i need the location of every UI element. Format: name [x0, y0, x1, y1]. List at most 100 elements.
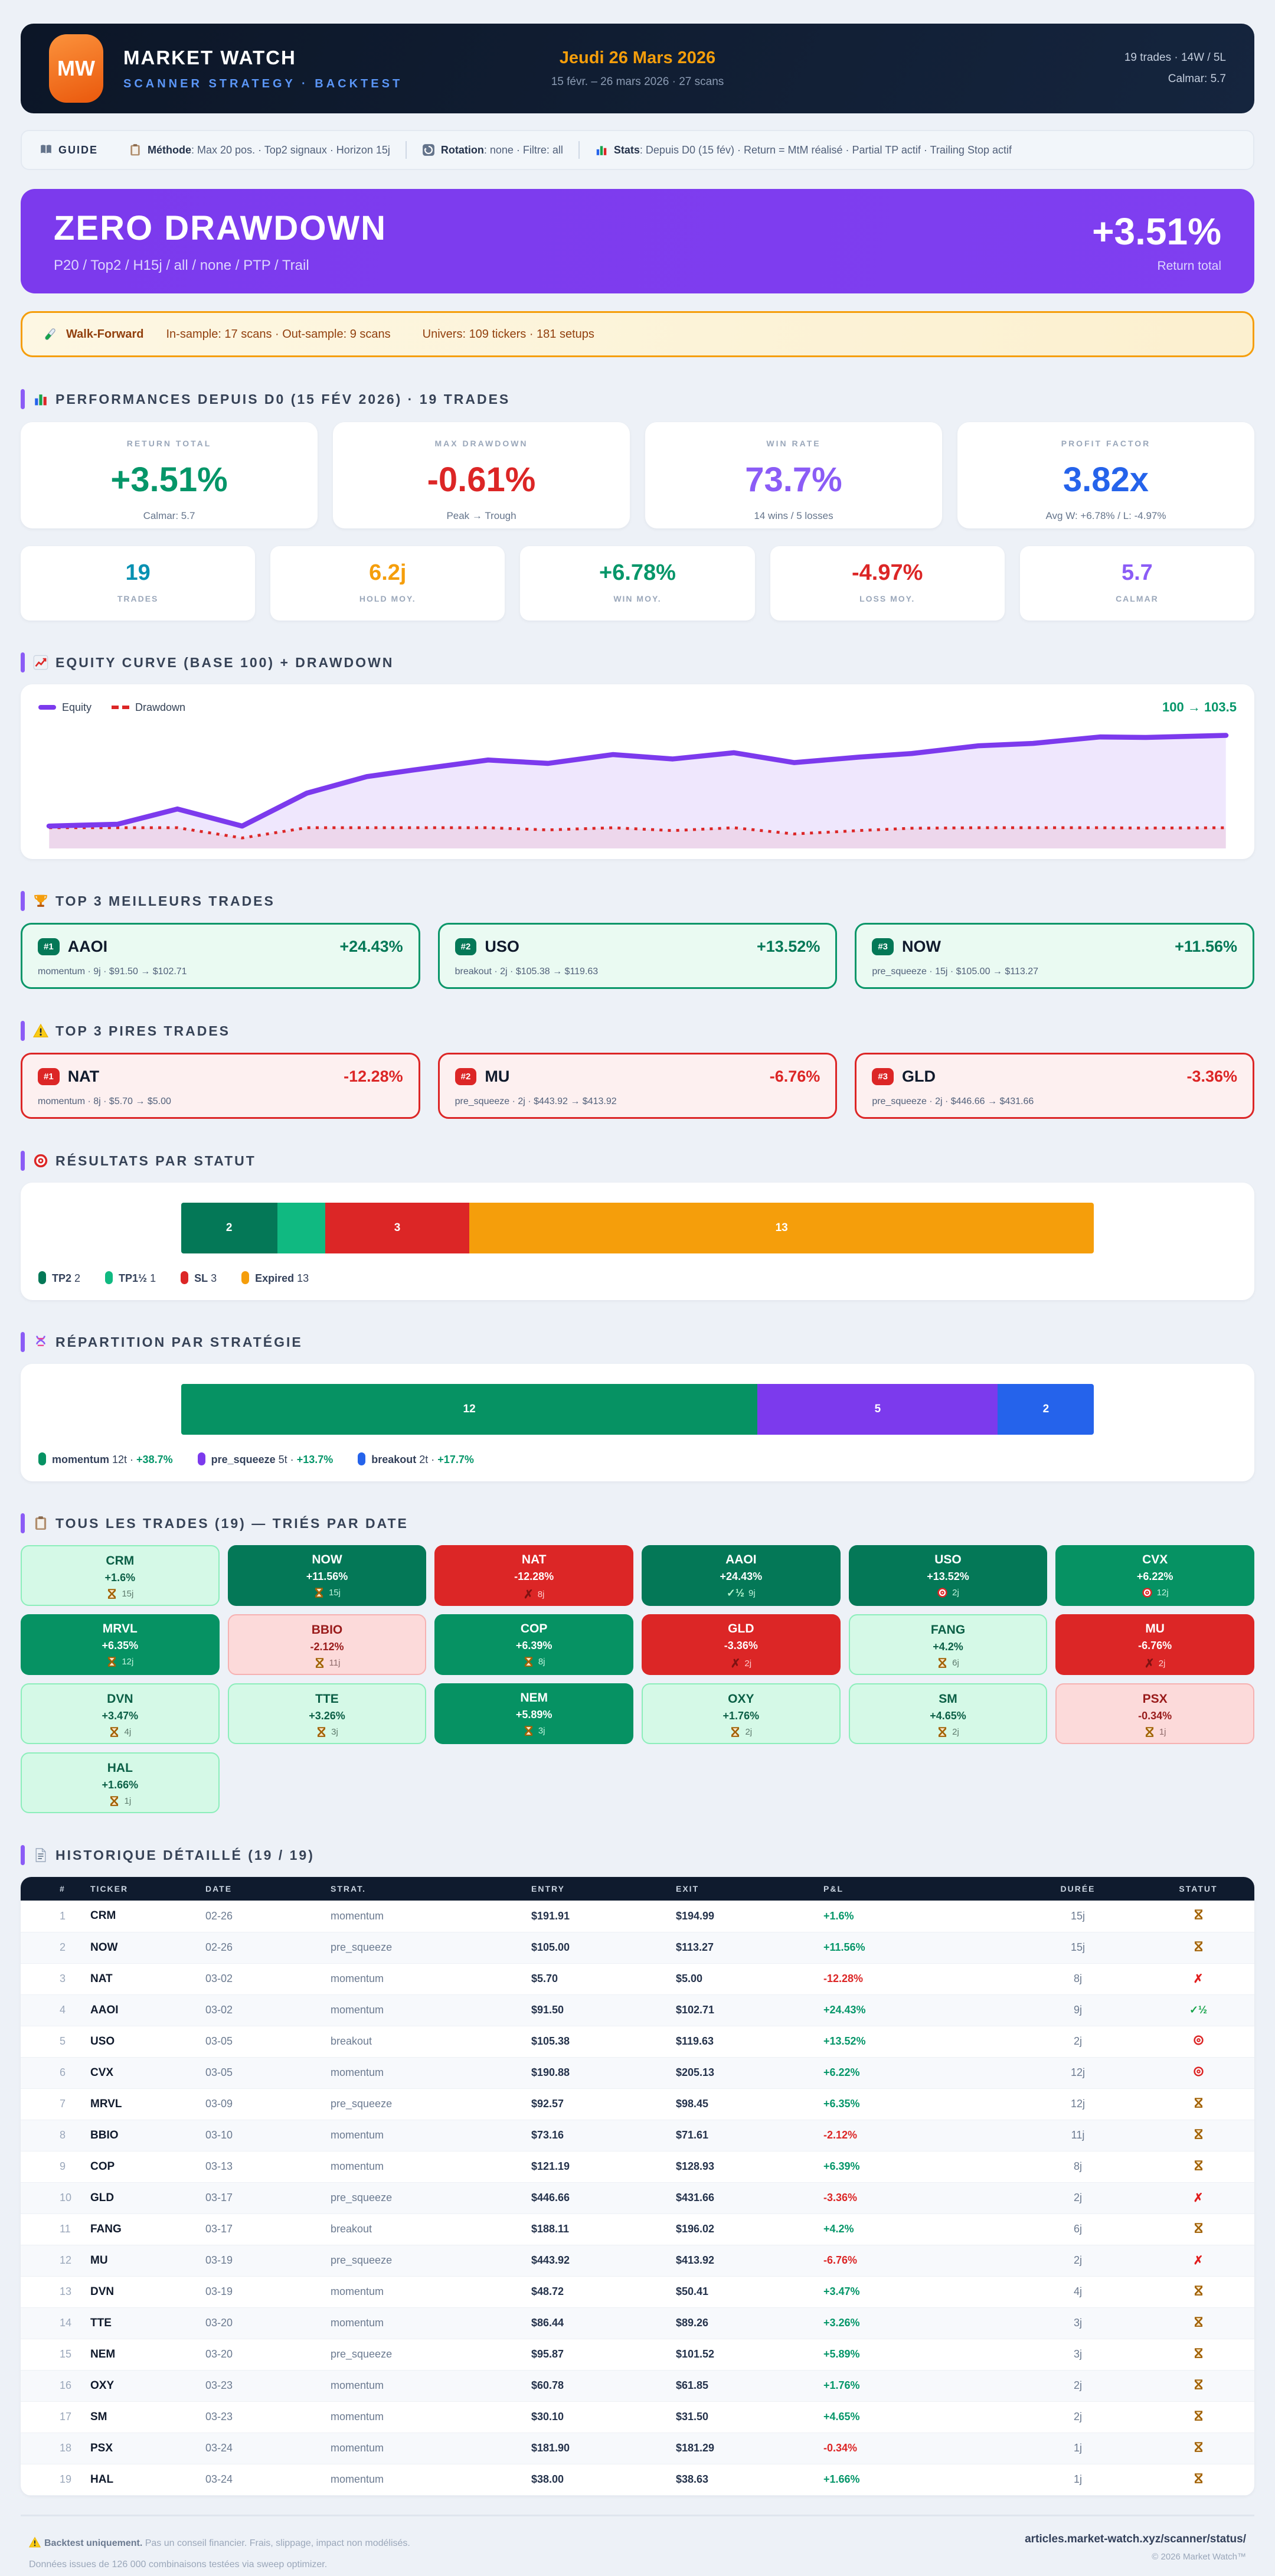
cell-index: 15 — [21, 2339, 86, 2370]
cell-date: 03-05 — [201, 2026, 326, 2057]
cell-strategy: momentum — [326, 1963, 527, 1994]
strategy-chart-card: 12 5 2 momentum 12t · +38.7% pre_squeeze… — [21, 1364, 1254, 1481]
hourglass-icon — [1193, 2473, 1204, 2484]
mini-value: 5.7 — [1020, 560, 1254, 586]
table-row: 19 HAL 03-24 momentum $38.00 $38.63 +1.6… — [21, 2464, 1254, 2495]
kpi-sub: Peak → Trough — [333, 510, 630, 522]
tile-meta: 2j — [849, 1587, 1048, 1598]
section-performances: PERFORMANCES DEPUIS D0 (15 FÉV 2026) · 1… — [21, 389, 1254, 409]
hourglass-icon — [106, 1656, 117, 1667]
tile-pnl: +4.2% — [850, 1641, 1047, 1653]
section-all-trades: TOUS LES TRADES (19) — TRIÉS PAR DATE — [21, 1513, 1254, 1533]
cell-status: ✗ — [1137, 1963, 1254, 1994]
cell-entry: $95.87 — [527, 2339, 671, 2370]
cell-ticker: HAL — [86, 2464, 201, 2495]
cell-status: ✗ — [1137, 2245, 1254, 2276]
cell-duration: 15j — [1014, 1901, 1137, 1932]
cell-exit: $196.02 — [671, 2213, 819, 2245]
cell-duration: 12j — [1014, 2057, 1137, 2088]
footer-disclaimer: Pas un conseil financier. Frais, slippag… — [145, 2538, 410, 2548]
trade-tiles-grid: CRM +1.6% 15j NOW +11.56% 15j NAT -12.28… — [21, 1545, 1254, 1813]
cell-duration: 4j — [1014, 2276, 1137, 2307]
worst-trade-card: #2 MU -6.76% pre_squeeze · 2j · $443.92 … — [438, 1053, 838, 1119]
cell-duration: 3j — [1014, 2339, 1137, 2370]
guide-item: Méthode: Max 20 pos. · Top2 signaux · Ho… — [129, 143, 390, 156]
cell-entry: $446.66 — [527, 2182, 671, 2213]
cell-entry: $190.88 — [527, 2057, 671, 2088]
walkforward-strip: Walk-Forward In-sample: 17 scans · Out-s… — [21, 311, 1254, 357]
tile-ticker: DVN — [22, 1692, 218, 1706]
cell-date: 03-19 — [201, 2276, 326, 2307]
banner-return-label: Return total — [1092, 259, 1221, 273]
table-column-header: STRAT. — [326, 1877, 527, 1901]
warning-icon — [29, 2536, 41, 2548]
cell-entry: $181.90 — [527, 2433, 671, 2464]
cell-status — [1137, 2433, 1254, 2464]
cell-ticker: AAOI — [86, 1994, 201, 2026]
tile-ticker: USO — [849, 1553, 1048, 1567]
cell-ticker: NEM — [86, 2339, 201, 2370]
cell-status — [1137, 2213, 1254, 2245]
cell-entry: $191.91 — [527, 1901, 671, 1932]
tile-pnl: +11.56% — [228, 1571, 427, 1583]
tile-pnl: +24.43% — [642, 1571, 841, 1583]
app-header: MW MARKET WATCH SCANNER STRATEGY · BACKT… — [21, 24, 1254, 113]
trade-return: -3.36% — [1186, 1067, 1237, 1086]
trade-tile-PSX: PSX -0.34% 1j — [1055, 1683, 1254, 1744]
tile-pnl: +3.47% — [22, 1710, 218, 1722]
stop-loss-icon: ✗ — [1194, 2192, 1204, 2205]
cell-exit: $50.41 — [671, 2276, 819, 2307]
cell-date: 02-26 — [201, 1901, 326, 1932]
equity-end-label: 100 → 103.5 — [1162, 700, 1237, 715]
document-icon — [33, 1847, 48, 1863]
tile-pnl: -3.36% — [642, 1640, 841, 1652]
app-subtitle: SCANNER STRATEGY · BACKTEST — [123, 77, 403, 91]
cell-exit: $113.27 — [671, 1932, 819, 1963]
trade-ticker: AAOI — [68, 938, 108, 956]
rank-badge: #3 — [872, 1068, 894, 1085]
mini-card-calmar: 5.7 CALMAR — [1020, 546, 1254, 621]
guide-bar: GUIDE Méthode: Max 20 pos. · Top2 signau… — [21, 130, 1254, 170]
footer-disclaimer-bold: Backtest uniquement. — [44, 2538, 142, 2548]
cell-strategy: pre_squeeze — [326, 2245, 527, 2276]
legend-item: TP2 2 — [38, 1271, 80, 1285]
app-title: MARKET WATCH — [123, 47, 403, 69]
cell-entry: $105.38 — [527, 2026, 671, 2057]
hourglass-icon — [1193, 2160, 1204, 2171]
tile-ticker: CVX — [1055, 1553, 1254, 1567]
tile-meta: 1j — [1057, 1726, 1253, 1738]
table-column-header: P&L — [819, 1877, 1014, 1901]
cell-index: 9 — [21, 2151, 86, 2182]
tile-meta: 11j — [229, 1657, 426, 1669]
hourglass-icon — [109, 1726, 120, 1738]
cell-pnl: +6.39% — [819, 2151, 1014, 2182]
cell-duration: 2j — [1014, 2370, 1137, 2401]
table-row: 14 TTE 03-20 momentum $86.44 $89.26 +3.2… — [21, 2307, 1254, 2339]
trade-tile-MRVL: MRVL +6.35% 12j — [21, 1614, 220, 1675]
cell-pnl: +11.56% — [819, 1932, 1014, 1963]
cell-strategy: breakout — [326, 2026, 527, 2057]
section-accent-bar — [21, 1845, 25, 1865]
cell-index: 19 — [21, 2464, 86, 2495]
cell-ticker: CRM — [86, 1901, 201, 1932]
cell-pnl: -3.36% — [819, 2182, 1014, 2213]
legend-swatch — [241, 1271, 249, 1284]
mini-label: TRADES — [21, 594, 255, 603]
cell-duration: 1j — [1014, 2464, 1137, 2495]
section-title: RÉSULTATS PAR STATUT — [55, 1153, 256, 1169]
equity-chart-card: Equity Drawdown 100 → 103.5 — [21, 684, 1254, 859]
hourglass-icon — [314, 1657, 325, 1669]
cell-exit: $119.63 — [671, 2026, 819, 2057]
cell-status — [1137, 2057, 1254, 2088]
cell-duration: 8j — [1014, 1963, 1137, 1994]
mini-card-hold: 6.2j HOLD MOY. — [270, 546, 505, 621]
cell-date: 03-17 — [201, 2213, 326, 2245]
hourglass-icon — [313, 1587, 325, 1598]
hourglass-icon — [1193, 2441, 1204, 2453]
kpi-label: WIN RATE — [645, 439, 942, 448]
mini-kpi-cards: 19 TRADES 6.2j HOLD MOY. +6.78% WIN MOY.… — [21, 546, 1254, 621]
cell-entry: $121.19 — [527, 2151, 671, 2182]
hourglass-icon — [1193, 1909, 1204, 1920]
footer-url[interactable]: articles.market-watch.xyz/scanner/status… — [1025, 2533, 1246, 2546]
